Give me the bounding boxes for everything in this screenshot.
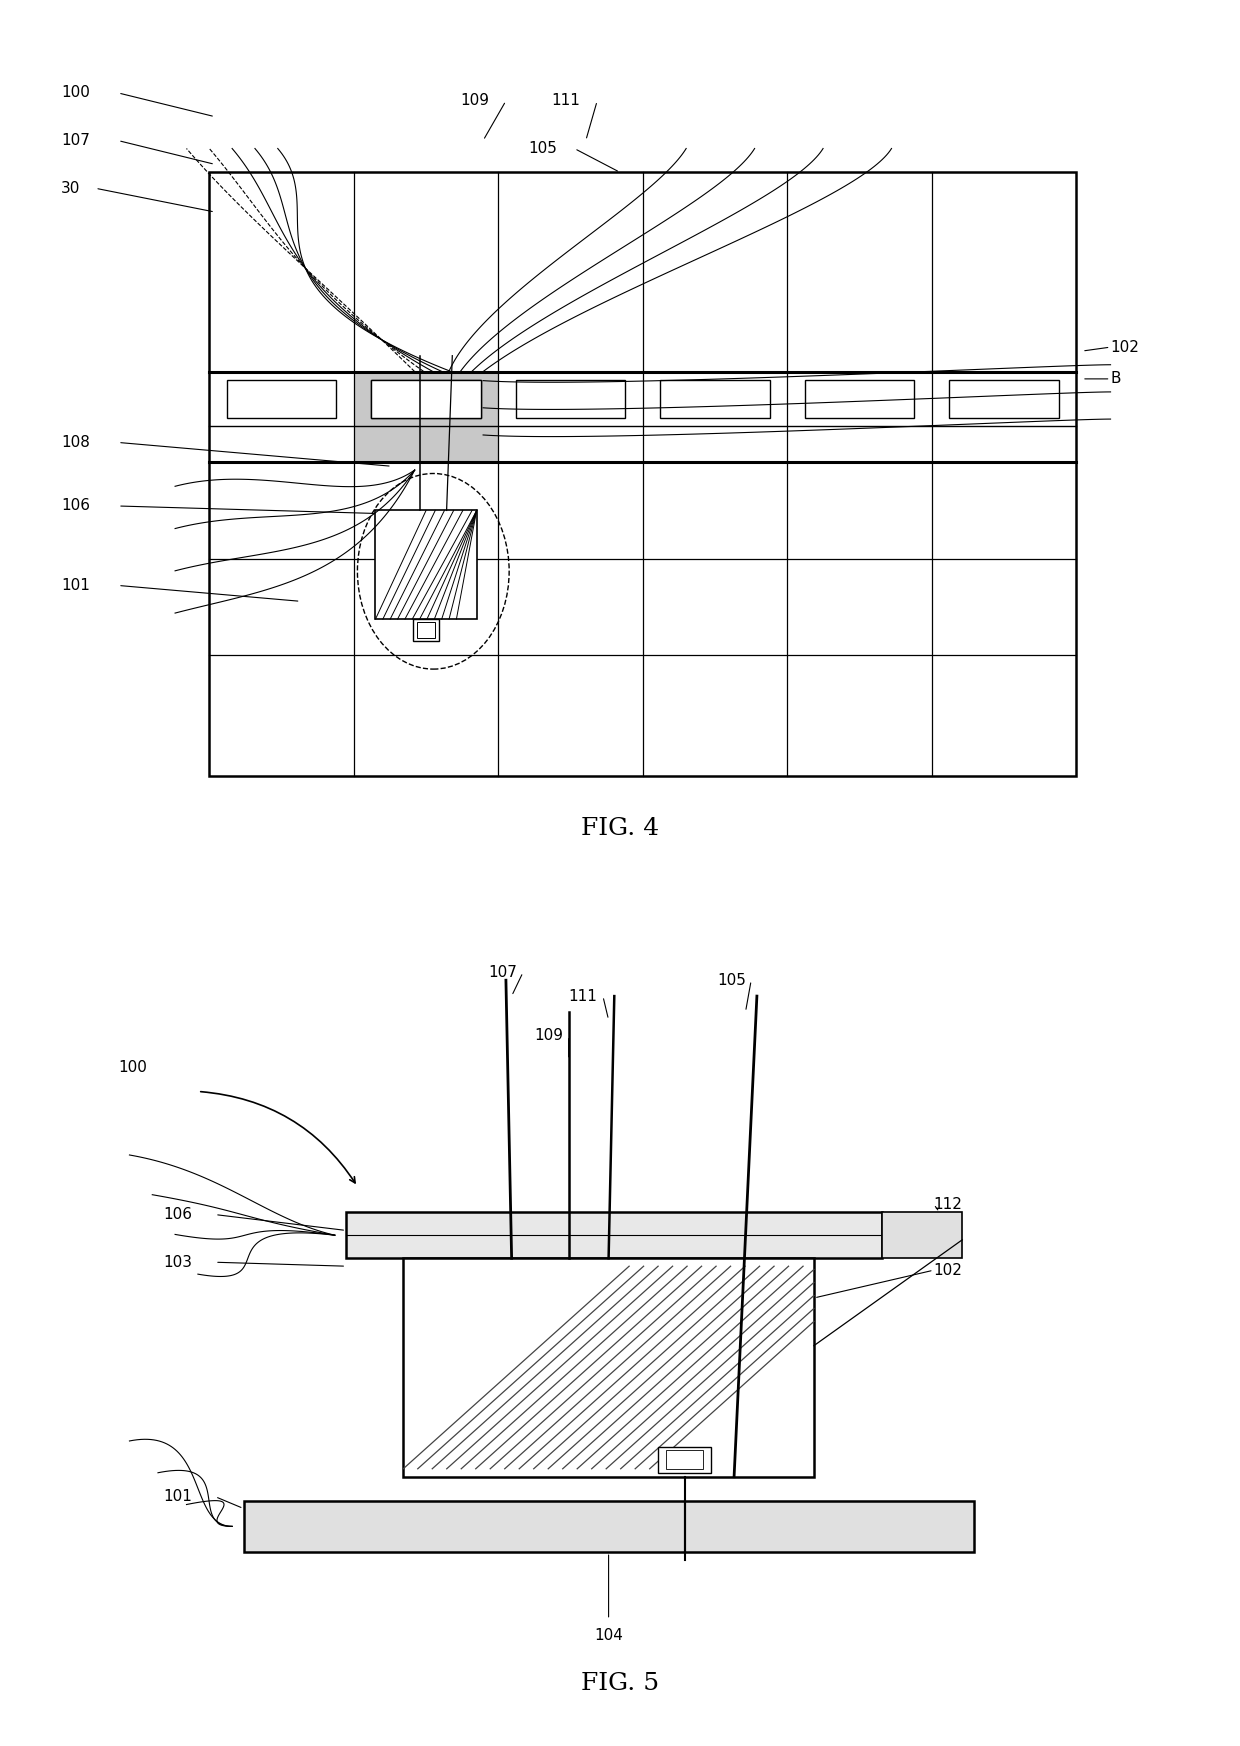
Text: 107: 107: [61, 133, 89, 148]
Bar: [210, 173, 1076, 775]
Bar: [658, 1446, 712, 1472]
Bar: [516, 379, 625, 417]
Bar: [403, 1259, 813, 1477]
Text: 106: 106: [61, 499, 91, 513]
Text: 100: 100: [61, 86, 89, 100]
Bar: [805, 379, 914, 417]
Text: 108: 108: [61, 435, 89, 450]
Text: 103: 103: [164, 1255, 192, 1269]
Bar: [353, 372, 498, 463]
Text: 102: 102: [1111, 340, 1140, 354]
Text: 108: 108: [934, 1227, 962, 1241]
Text: 104: 104: [594, 1627, 622, 1643]
Text: 100: 100: [118, 1060, 146, 1076]
Text: 107: 107: [489, 966, 517, 980]
Text: 111: 111: [569, 988, 598, 1004]
Text: 101: 101: [61, 578, 89, 594]
Bar: [371, 379, 481, 417]
Bar: [660, 379, 770, 417]
Text: B: B: [1111, 372, 1121, 386]
Bar: [883, 1212, 962, 1259]
Text: FIG. 5: FIG. 5: [580, 1673, 660, 1695]
Bar: [376, 510, 476, 620]
Bar: [243, 1500, 973, 1552]
Text: 105: 105: [528, 141, 558, 155]
Bar: [371, 379, 481, 417]
Text: 109: 109: [460, 93, 490, 108]
Text: FIG. 4: FIG. 4: [580, 817, 660, 840]
Bar: [227, 379, 336, 417]
Text: 112: 112: [934, 1196, 962, 1212]
Bar: [417, 622, 435, 637]
Text: 109: 109: [534, 1028, 563, 1044]
Text: 30: 30: [61, 182, 81, 196]
Bar: [666, 1451, 703, 1468]
Text: 102: 102: [934, 1262, 962, 1278]
Bar: [413, 620, 439, 641]
Text: 105: 105: [717, 973, 745, 988]
Text: 111: 111: [552, 93, 580, 108]
Bar: [949, 379, 1059, 417]
Text: 106: 106: [164, 1206, 192, 1222]
Text: 101: 101: [164, 1489, 192, 1503]
Bar: [346, 1212, 883, 1259]
